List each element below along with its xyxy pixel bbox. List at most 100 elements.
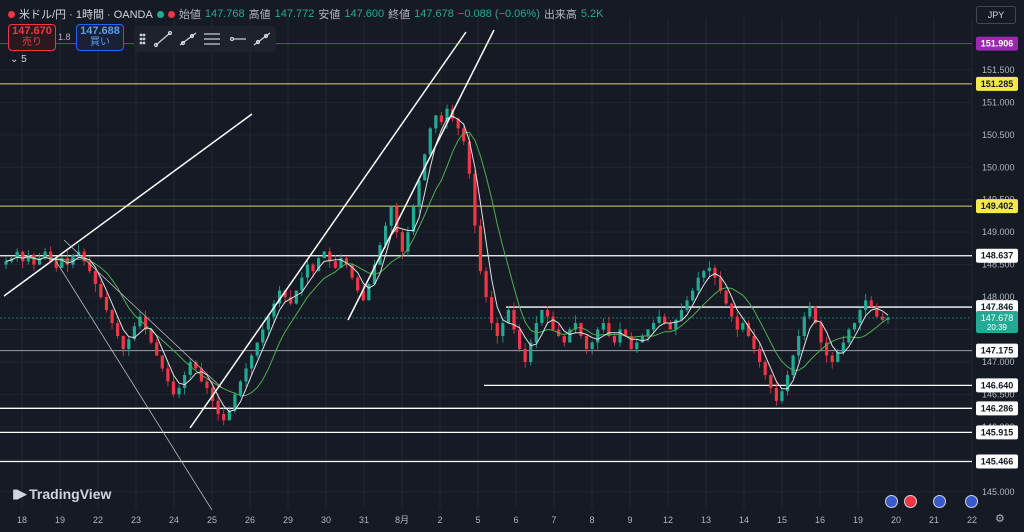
candle-body xyxy=(244,368,248,382)
candle-body xyxy=(294,290,298,304)
symbol-flag-icon xyxy=(8,10,15,18)
candle-body xyxy=(718,277,723,291)
price-tick-label: 149.000 xyxy=(982,227,1015,237)
indicator-count: 5 xyxy=(21,54,27,65)
time-tick-label: 25 xyxy=(207,515,217,525)
candle-body xyxy=(439,115,444,122)
sell-price: 147.670 xyxy=(12,25,52,37)
candle-body xyxy=(780,391,784,401)
candle-body xyxy=(875,306,879,317)
candle-body xyxy=(261,329,265,343)
price-tick-label: 151.500 xyxy=(982,65,1015,75)
level-tag-label: 147.846 xyxy=(981,302,1014,312)
candle-body xyxy=(155,342,159,356)
buy-button[interactable]: 147.688 買い xyxy=(76,24,124,51)
extended-line-icon[interactable] xyxy=(253,32,271,46)
candle-body xyxy=(562,336,566,343)
sell-button[interactable]: 147.670 売り xyxy=(8,24,56,51)
candle-body xyxy=(579,323,583,337)
candle-body xyxy=(484,271,488,298)
drawing-toolbar xyxy=(134,26,276,52)
candle-body xyxy=(512,310,516,330)
drag-handle-icon[interactable] xyxy=(139,33,146,45)
candle-body xyxy=(104,297,109,311)
candle-body xyxy=(869,300,873,307)
candle-body xyxy=(121,336,125,349)
economic-event-us-icon[interactable] xyxy=(965,495,978,508)
drawn-trendlines xyxy=(3,29,495,511)
price-tick-label: 147.000 xyxy=(982,357,1015,367)
candle-body xyxy=(864,300,868,311)
time-tick-label: 7 xyxy=(551,515,556,525)
candle-body xyxy=(367,284,371,301)
economic-event-us-icon[interactable] xyxy=(885,495,898,508)
gear-icon[interactable]: ⚙ xyxy=(995,513,1005,525)
indicator-toggle[interactable]: ⌄ 5 xyxy=(10,54,27,65)
candle-body xyxy=(735,316,739,330)
ray-tool-icon[interactable] xyxy=(179,32,197,46)
time-axis: 18 19 22 23 24 25 26 29 30 31 8月 2 5 6 7 8 9 12 13 14 15 16 19… xyxy=(17,515,977,525)
level-tag xyxy=(976,248,1018,263)
trendline-5 xyxy=(347,29,495,321)
candle-body xyxy=(143,316,148,330)
candle-body xyxy=(808,306,812,317)
trendline-tool-icon[interactable] xyxy=(153,30,173,48)
alert-icon[interactable] xyxy=(167,10,175,18)
level-tag xyxy=(976,401,1018,416)
open-label: 始値 xyxy=(178,9,201,21)
candle-body xyxy=(813,306,818,324)
horizontal-ray-icon[interactable] xyxy=(229,36,247,42)
price-tick-label: 148.000 xyxy=(982,292,1015,302)
trendline-2 xyxy=(53,257,213,511)
time-tick-label: 26 xyxy=(245,515,255,525)
time-tick-label: 22 xyxy=(967,515,977,525)
candle-body xyxy=(350,264,354,278)
candle-body xyxy=(691,290,695,301)
time-tick-label: 19 xyxy=(853,515,863,525)
candle-body xyxy=(395,206,399,233)
price-tick-label: 146.500 xyxy=(982,389,1015,399)
level-tag xyxy=(976,300,1018,315)
candle-body xyxy=(724,290,728,304)
price-tick-label: 150.000 xyxy=(982,162,1015,172)
candle-body xyxy=(707,267,711,272)
economic-event-jp-icon[interactable] xyxy=(904,495,917,508)
candle-body xyxy=(584,336,589,349)
level-tag-label: 145.915 xyxy=(981,427,1014,437)
time-tick-label: 22 xyxy=(93,515,103,525)
candle-body xyxy=(612,336,617,343)
volume-label: 出来高 xyxy=(543,9,577,21)
currency-selector[interactable]: JPY xyxy=(976,6,1016,24)
time-tick-label: 20 xyxy=(891,515,901,525)
candle-body xyxy=(523,348,527,362)
candle-body xyxy=(434,115,438,129)
candle-body xyxy=(116,323,120,337)
candle-body xyxy=(54,261,58,268)
candle-body xyxy=(763,361,767,375)
candle-body xyxy=(752,336,756,349)
fib-tool-icon[interactable] xyxy=(204,33,220,45)
level-tag-label: 147.175 xyxy=(981,346,1014,356)
level-tag-label: 151.906 xyxy=(981,39,1014,49)
candle-body xyxy=(640,336,644,343)
economic-event-us-icon[interactable] xyxy=(933,495,946,508)
candle-body xyxy=(328,251,332,262)
symbol-title[interactable]: 米ドル/円 · 1時間 · OANDA xyxy=(19,9,153,21)
candle-body xyxy=(713,267,717,278)
candle-body xyxy=(769,374,773,388)
level-tag-label: 151.285 xyxy=(981,79,1014,89)
sell-label: 売り xyxy=(22,37,42,48)
candle-body xyxy=(65,258,70,265)
candle-body xyxy=(110,310,114,324)
candle-body xyxy=(791,355,795,375)
candle-body xyxy=(473,173,477,226)
candle-body xyxy=(741,323,745,330)
level-tag xyxy=(976,454,1018,469)
candle-body xyxy=(702,271,706,278)
candle-body xyxy=(227,410,231,421)
tradingview-logo-icon: ▮▶ xyxy=(12,486,27,501)
change-value: −0.088 (−0.06%) xyxy=(457,8,540,20)
candle-body xyxy=(138,316,142,327)
open-value: 147.768 xyxy=(204,8,245,20)
